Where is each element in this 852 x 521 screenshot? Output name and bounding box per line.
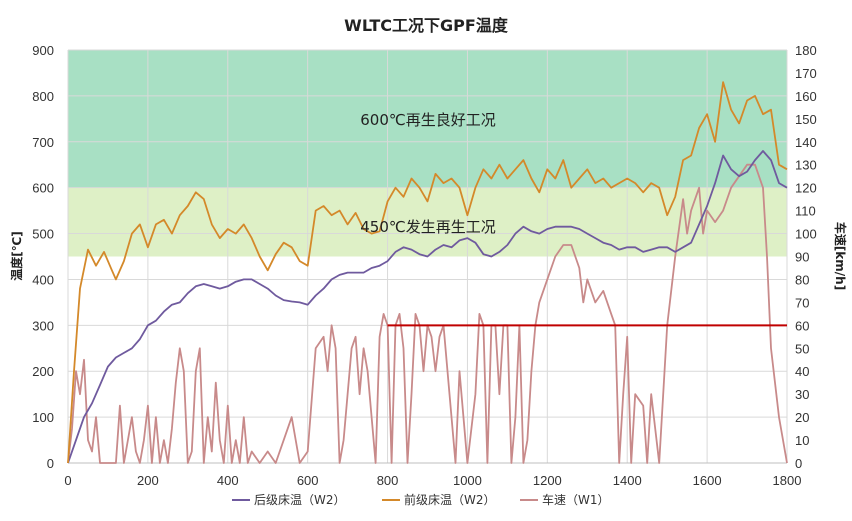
- y-right-tick-label: 170: [795, 66, 817, 81]
- x-tick-label: 400: [217, 473, 239, 488]
- y-right-tick-label: 70: [795, 295, 809, 310]
- y-right-axis-title: 车速[km/h]: [833, 222, 848, 290]
- x-tick-label: 1800: [773, 473, 802, 488]
- zones: [68, 50, 787, 257]
- y-left-tick-label: 500: [32, 227, 54, 242]
- y-right-tick-label: 180: [795, 43, 817, 58]
- y-right-tick-label: 40: [795, 364, 809, 379]
- series-line-1: [67, 81, 788, 464]
- y-right-tick-label: 0: [795, 456, 802, 471]
- y-right-tick-label: 20: [795, 410, 809, 425]
- x-tick-label: 1600: [693, 473, 722, 488]
- x-ticks: 0 200 400 600 800 1000 1200 1400 1600 1800: [64, 473, 801, 488]
- y-right-tick-label: 60: [795, 318, 809, 333]
- y-right-tick-label: 30: [795, 387, 809, 402]
- y-left-ticks: 0 100 200 300 400 500 600 700 800 900: [32, 43, 54, 471]
- series-layer: [67, 81, 788, 464]
- legend: 后级床温（W2） 前级床温（W2） 车速（W1）: [232, 492, 610, 507]
- legend-label-0: 后级床温（W2）: [254, 493, 346, 507]
- y-right-tick-label: 50: [795, 341, 809, 356]
- y-left-tick-label: 800: [32, 89, 54, 104]
- y-right-tick-label: 110: [795, 204, 816, 219]
- y-right-tick-label: 80: [795, 272, 809, 287]
- chart-title: WLTC工况下GPF温度: [344, 16, 509, 35]
- y-left-tick-label: 100: [32, 410, 54, 425]
- y-left-tick-label: 900: [32, 43, 54, 58]
- y-left-tick-label: 200: [32, 364, 54, 379]
- y-right-tick-label: 10: [795, 433, 809, 448]
- x-tick-label: 200: [137, 473, 159, 488]
- x-tick-label: 1200: [533, 473, 562, 488]
- y-left-tick-label: 300: [32, 318, 54, 333]
- x-tick-label: 800: [377, 473, 399, 488]
- legend-label-2: 车速（W1）: [542, 492, 610, 507]
- y-left-tick-label: 0: [47, 456, 54, 471]
- x-tick-label: 1000: [453, 473, 482, 488]
- x-tick-label: 0: [64, 473, 71, 488]
- y-right-tick-label: 150: [795, 112, 817, 127]
- y-right-tick-label: 120: [795, 181, 817, 196]
- series-line-0: [67, 150, 788, 464]
- watermark: 头条 @天马行空Q: [664, 485, 794, 504]
- y-right-tick-label: 100: [795, 227, 817, 242]
- series-line-2: [67, 163, 788, 464]
- y-right-tick-label: 160: [795, 89, 817, 104]
- y-right-tick-label: 140: [795, 135, 817, 150]
- zone-band-0: [68, 50, 787, 188]
- x-tick-label: 1400: [613, 473, 642, 488]
- y-right-tick-label: 90: [795, 250, 809, 265]
- y-left-tick-label: 600: [32, 181, 54, 196]
- zone-label-0: 600℃再生良好工况: [360, 111, 495, 129]
- x-tick-label: 600: [297, 473, 319, 488]
- zone-label-1: 450℃发生再生工况: [360, 218, 495, 236]
- watermark-text: 头条 @天马行空Q: [664, 485, 794, 504]
- y-left-tick-label: 700: [32, 135, 54, 150]
- y-right-tick-label: 130: [795, 158, 817, 173]
- legend-label-1: 前级床温（W2）: [404, 492, 496, 507]
- zone-labels: 600℃再生良好工况 450℃发生再生工况: [360, 111, 495, 236]
- y-left-axis-title: 温度[℃]: [9, 231, 24, 281]
- y-right-ticks: 0 10 20 30 40 50 60 70 80 90 100 110 120 130 140 150 160…: [795, 43, 817, 471]
- y-left-tick-label: 400: [32, 272, 54, 287]
